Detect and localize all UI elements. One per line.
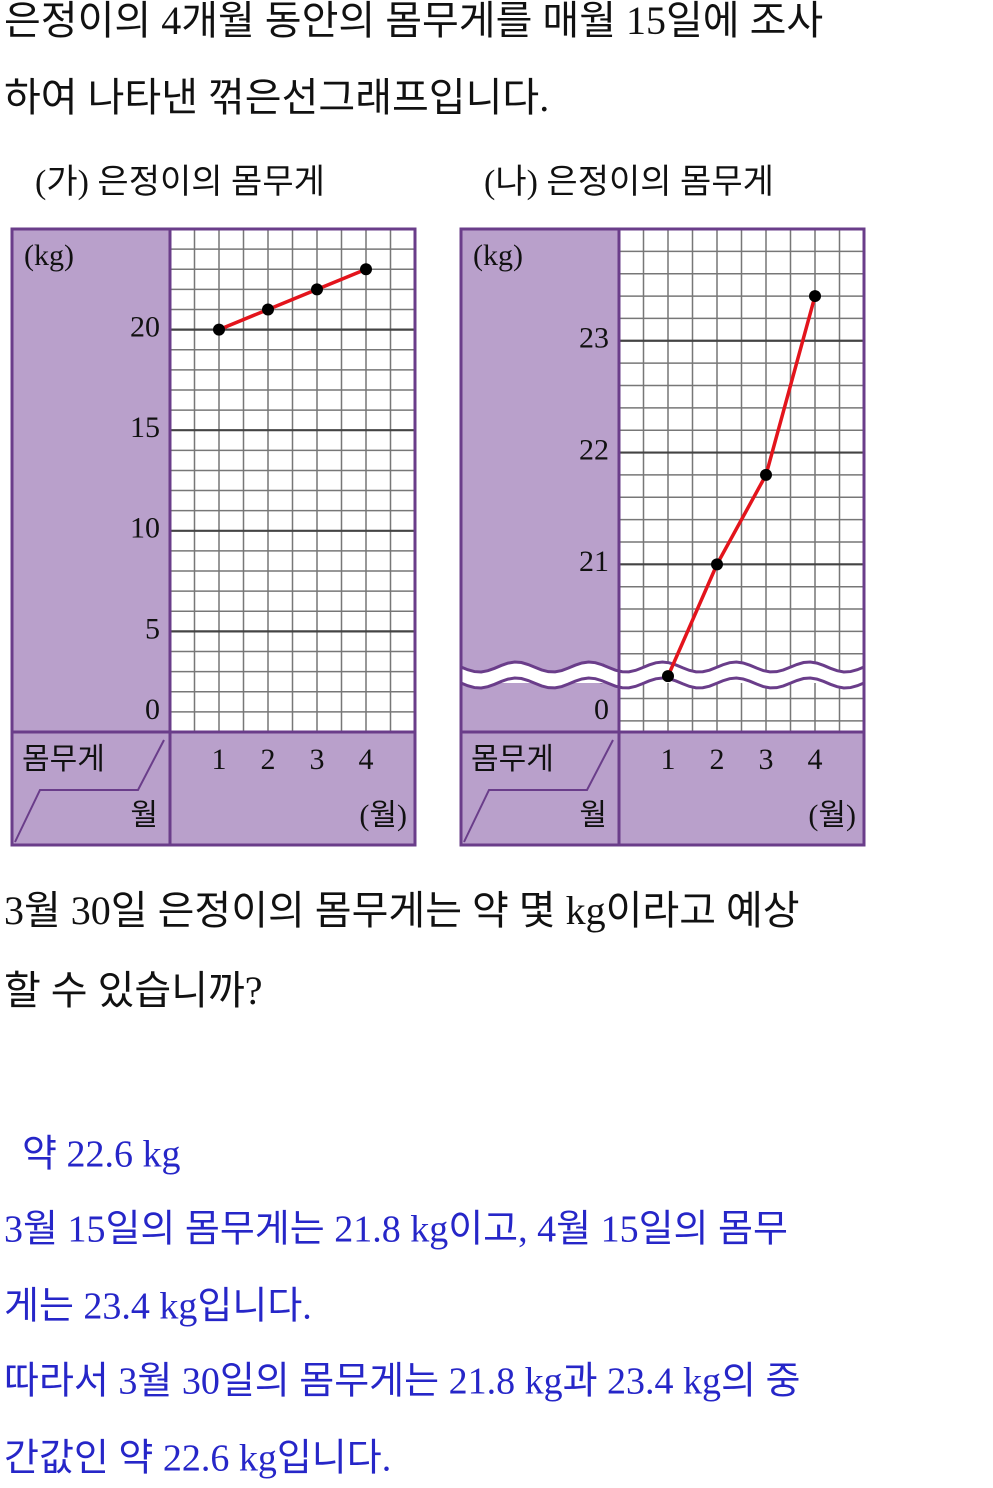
data-point [809, 290, 821, 303]
data-point [760, 468, 772, 481]
data-point [213, 323, 225, 336]
data-line [666, 295, 817, 677]
corner-label: 월 [130, 799, 158, 832]
chart-title: (나) 은정이의 몸무게 [484, 164, 774, 201]
y-tick-label: 10 [130, 512, 160, 545]
corner-divider [463, 739, 614, 843]
y-tick-label: 23 [579, 322, 609, 355]
corner-divider [14, 739, 165, 843]
x-tick-label: 3 [759, 743, 774, 776]
corner-label: 월 [579, 799, 607, 832]
data-point [360, 263, 372, 276]
frame [459, 227, 866, 847]
y-unit-label: (kg) [24, 239, 74, 272]
explanation-line: 간값인 약 22.6 kg입니다. [4, 1438, 391, 1480]
x-tick-label: 1 [212, 743, 227, 776]
data-point [262, 303, 274, 316]
question-line: 은정이의 4개월 동안의 몸무게를 매월 15일에 조사 [4, 0, 823, 43]
y-tick-label: 20 [130, 310, 160, 343]
data-point [711, 558, 723, 571]
x-tick-label: 3 [310, 743, 325, 776]
x-unit-label: (월) [359, 799, 407, 832]
frame [10, 227, 417, 847]
x-tick-label: 2 [261, 743, 276, 776]
x-tick-label: 4 [808, 743, 823, 776]
y-tick-label: 21 [579, 545, 609, 578]
y-tick-label: 22 [579, 433, 609, 466]
explanation-line: 게는 23.4 kg입니다. [4, 1286, 312, 1328]
x-tick-label: 2 [710, 743, 725, 776]
data-point [311, 283, 323, 296]
explanation-line: 따라서 3월 30일의 몸무게는 21.8 kg과 23.4 kg의 중 [4, 1361, 800, 1403]
answer: 약 22.6 kg [22, 1134, 180, 1176]
chart-title: (가) 은정이의 몸무게 [35, 164, 325, 201]
y-unit-label: (kg) [473, 239, 523, 272]
question-line: 하여 나타낸 꺾은선그래프입니다. [4, 75, 549, 120]
corner-label: 몸무게 [471, 743, 554, 776]
y-tick-label: 5 [145, 612, 160, 645]
question-line: 할 수 있습니까? [4, 968, 263, 1013]
x-tick-label: 1 [661, 743, 676, 776]
axis-break-line [460, 660, 865, 674]
category-panel [461, 732, 864, 845]
corner-label: 몸무게 [22, 743, 105, 776]
y-tick-label: 0 [145, 693, 160, 726]
question-line: 3월 30일 은정이의 몸무게는 약 몇 kg이라고 예상 [4, 888, 800, 933]
data-point [662, 670, 674, 683]
y-tick-label: 15 [130, 411, 160, 444]
category-panel [12, 732, 415, 845]
x-unit-label: (월) [808, 799, 856, 832]
x-tick-label: 4 [359, 743, 374, 776]
explanation-line: 3월 15일의 몸무게는 21.8 kg이고, 4월 15일의 몸무 [4, 1209, 788, 1251]
data-line [218, 267, 367, 332]
y-tick-label: 0 [594, 693, 609, 726]
